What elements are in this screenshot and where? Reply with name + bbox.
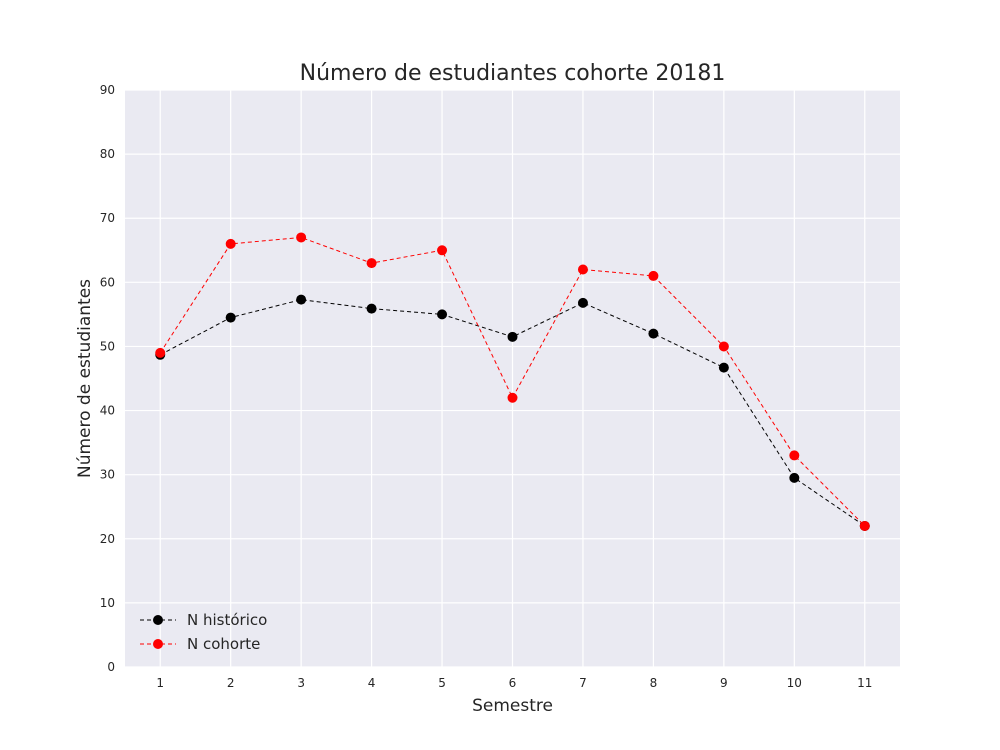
series-line — [159, 236, 866, 527]
legend-item: N cohorte — [140, 635, 260, 653]
grid — [125, 89, 900, 668]
y-tick-label: 40 — [100, 404, 115, 418]
data-point — [507, 331, 518, 342]
y-tick-label: 10 — [100, 596, 115, 610]
data-point — [366, 258, 377, 269]
x-tick-label: 5 — [438, 676, 446, 690]
y-tick-label: 0 — [107, 660, 115, 674]
x-tick-label: 2 — [227, 676, 235, 690]
data-point — [789, 472, 800, 483]
data-point — [225, 238, 236, 249]
data-point — [507, 392, 518, 403]
x-tick-label: 8 — [650, 676, 658, 690]
legend-marker — [153, 615, 163, 625]
y-axis-label: Número de estudiantes — [75, 279, 95, 478]
data-point — [437, 245, 448, 256]
series-line — [159, 299, 866, 527]
x-tick-label: 6 — [509, 676, 517, 690]
x-tick-label: 7 — [579, 676, 587, 690]
y-tick-label: 30 — [100, 468, 115, 482]
y-tick-label: 20 — [100, 532, 115, 546]
x-tick-label: 3 — [297, 676, 305, 690]
x-tick-label: 1 — [156, 676, 164, 690]
data-point — [859, 520, 870, 531]
legend-item: N histórico — [140, 611, 267, 629]
chart-title: Número de estudiantes cohorte 20181 — [300, 61, 726, 86]
y-tick-label: 80 — [100, 147, 115, 161]
y-tick-label: 90 — [100, 83, 115, 97]
y-tick-label: 60 — [100, 275, 115, 289]
data-point — [718, 341, 729, 352]
data-point — [577, 297, 588, 308]
x-tick-label: 9 — [720, 676, 728, 690]
data-point — [648, 270, 659, 281]
x-tick-label: 4 — [368, 676, 376, 690]
x-tick-label: 11 — [857, 676, 872, 690]
y-tick-label: 50 — [100, 339, 115, 353]
data-point — [155, 347, 166, 358]
data-point — [648, 328, 659, 339]
data-point — [437, 309, 448, 320]
data-point — [225, 312, 236, 323]
series-2 — [155, 232, 870, 531]
legend-label: N cohorte — [187, 635, 260, 653]
axis-ticks: 1 2 3 4 5 6 7 8 9 10 11 0 10 20 30 40 50 60 70 80 90 — [100, 83, 873, 690]
legend-label: N histórico — [187, 611, 267, 629]
data-point — [718, 362, 729, 373]
data-point — [296, 294, 307, 305]
data-point — [789, 450, 800, 461]
x-tick-label: 10 — [787, 676, 802, 690]
data-point — [296, 232, 307, 243]
y-tick-label: 70 — [100, 211, 115, 225]
data-point — [366, 303, 377, 314]
legend-marker — [153, 639, 163, 649]
data-point — [577, 264, 588, 275]
x-axis-label: Semestre — [472, 696, 553, 716]
series-layer — [155, 232, 870, 531]
legend: N histórico N cohorte — [140, 611, 267, 653]
